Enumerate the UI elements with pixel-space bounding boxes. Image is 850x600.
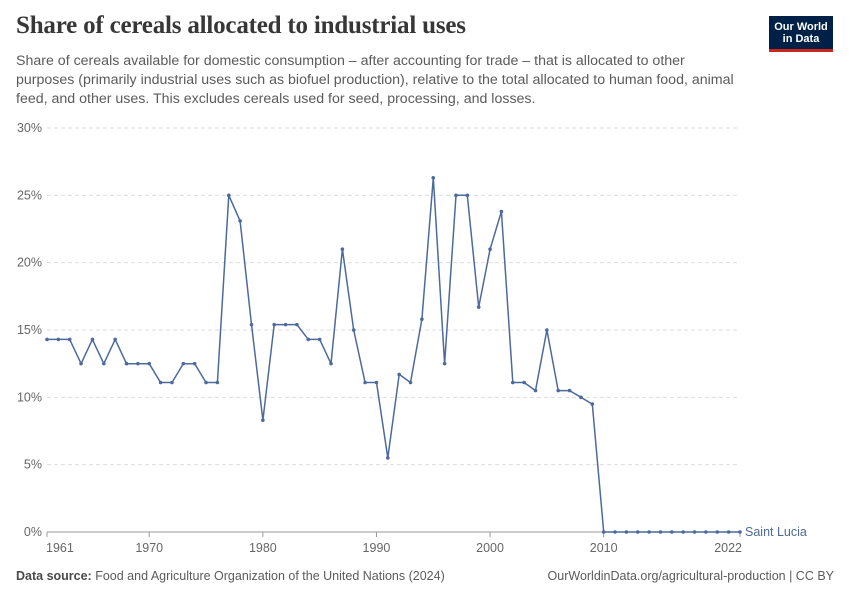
x-axis: 1961 1970 1980 1990 2000 2010 2022 (46, 531, 742, 555)
data-point[interactable] (340, 247, 345, 251)
y-tick-label: 15% (17, 323, 42, 337)
chart-subtitle: Share of cereals available for domestic … (16, 53, 734, 107)
data-point[interactable] (601, 530, 606, 534)
data-point[interactable] (158, 380, 163, 385)
data-point[interactable] (215, 380, 220, 385)
data-point[interactable] (397, 372, 401, 377)
data-point[interactable] (147, 361, 152, 366)
data-point[interactable] (476, 305, 481, 309)
data-point[interactable] (386, 456, 390, 460)
data-point[interactable] (79, 361, 83, 366)
x-tick-label: 1980 (249, 541, 277, 555)
data-point[interactable] (374, 380, 379, 385)
data-point[interactable] (238, 219, 242, 223)
data-source-label: Data source: (16, 569, 92, 583)
data-point[interactable] (431, 176, 436, 180)
data-point[interactable] (704, 530, 708, 534)
data-point[interactable] (113, 337, 117, 342)
data-point[interactable] (442, 361, 447, 366)
x-tick-label: 1990 (363, 541, 391, 555)
data-point[interactable] (192, 361, 197, 366)
data-point[interactable] (306, 337, 311, 342)
data-point[interactable] (715, 530, 720, 534)
data-point[interactable] (67, 337, 72, 342)
data-point[interactable] (295, 322, 299, 327)
logo-line-2: in Data (782, 33, 820, 45)
data-source: Data source: Food and Agriculture Organi… (16, 569, 445, 583)
y-tick-label: 10% (17, 390, 42, 404)
data-point[interactable] (351, 328, 356, 332)
data-point[interactable] (454, 193, 458, 198)
series-label[interactable]: Saint Lucia (745, 525, 807, 539)
series-layer: Saint Lucia (45, 176, 807, 539)
data-point[interactable] (408, 380, 413, 385)
data-point[interactable] (136, 361, 140, 366)
data-point[interactable] (658, 530, 663, 534)
y-tick-label: 25% (17, 188, 42, 202)
y-tick-label: 20% (17, 256, 42, 270)
y-tick-label: 5% (24, 458, 42, 472)
x-tick-label: 2010 (590, 541, 618, 555)
x-tick-label: 1970 (135, 541, 163, 555)
y-tick-label: 0% (24, 525, 42, 539)
data-point[interactable] (556, 388, 561, 393)
data-point[interactable] (420, 317, 424, 322)
owid-logo[interactable]: Our World in Data (769, 16, 833, 52)
x-tick-label: 2022 (714, 541, 742, 555)
data-point[interactable] (261, 418, 265, 423)
data-point[interactable] (45, 337, 49, 342)
footer-link[interactable]: OurWorldinData.org/agricultural-producti… (547, 569, 834, 583)
data-point[interactable] (170, 380, 174, 385)
data-point[interactable] (499, 209, 504, 214)
y-tick-label: 30% (17, 121, 42, 135)
x-tick-label: 2000 (476, 541, 504, 555)
data-point[interactable] (579, 395, 583, 400)
data-point[interactable] (329, 361, 333, 366)
data-point[interactable] (670, 530, 674, 534)
data-point[interactable] (590, 402, 595, 406)
data-point[interactable] (681, 530, 685, 534)
data-point[interactable] (533, 388, 538, 393)
data-point[interactable] (102, 361, 106, 366)
y-axis-tick-labels: 0% 5% 10% 15% 20% 25% 30% (17, 121, 42, 539)
data-point[interactable] (272, 322, 277, 327)
data-point[interactable] (124, 361, 129, 366)
series-line[interactable] (47, 177, 740, 533)
data-point[interactable] (249, 322, 254, 327)
data-point[interactable] (465, 193, 470, 198)
x-tick-label: 1961 (46, 541, 74, 555)
data-point[interactable] (363, 380, 367, 385)
data-point[interactable] (522, 380, 526, 385)
data-point[interactable] (613, 530, 617, 534)
data-point[interactable] (488, 247, 492, 251)
data-point[interactable] (726, 530, 731, 534)
data-point[interactable] (510, 380, 515, 385)
data-point[interactable] (567, 388, 572, 393)
data-point[interactable] (647, 530, 651, 534)
data-point[interactable] (692, 530, 697, 534)
data-point[interactable] (624, 530, 629, 534)
data-point[interactable] (90, 337, 95, 342)
data-point[interactable] (283, 322, 288, 327)
data-point[interactable] (317, 337, 322, 342)
chart-title: Share of cereals allocated to industrial… (16, 12, 466, 39)
grid-lines (47, 127, 740, 466)
data-point[interactable] (204, 380, 208, 385)
data-point[interactable] (181, 361, 186, 366)
data-point[interactable] (545, 328, 549, 332)
data-point[interactable] (226, 193, 231, 198)
data-point[interactable] (738, 530, 742, 534)
data-source-text: Food and Agriculture Organization of the… (95, 569, 445, 583)
data-point[interactable] (56, 337, 61, 342)
data-point[interactable] (635, 530, 640, 534)
logo-line-1: Our World (774, 21, 828, 33)
